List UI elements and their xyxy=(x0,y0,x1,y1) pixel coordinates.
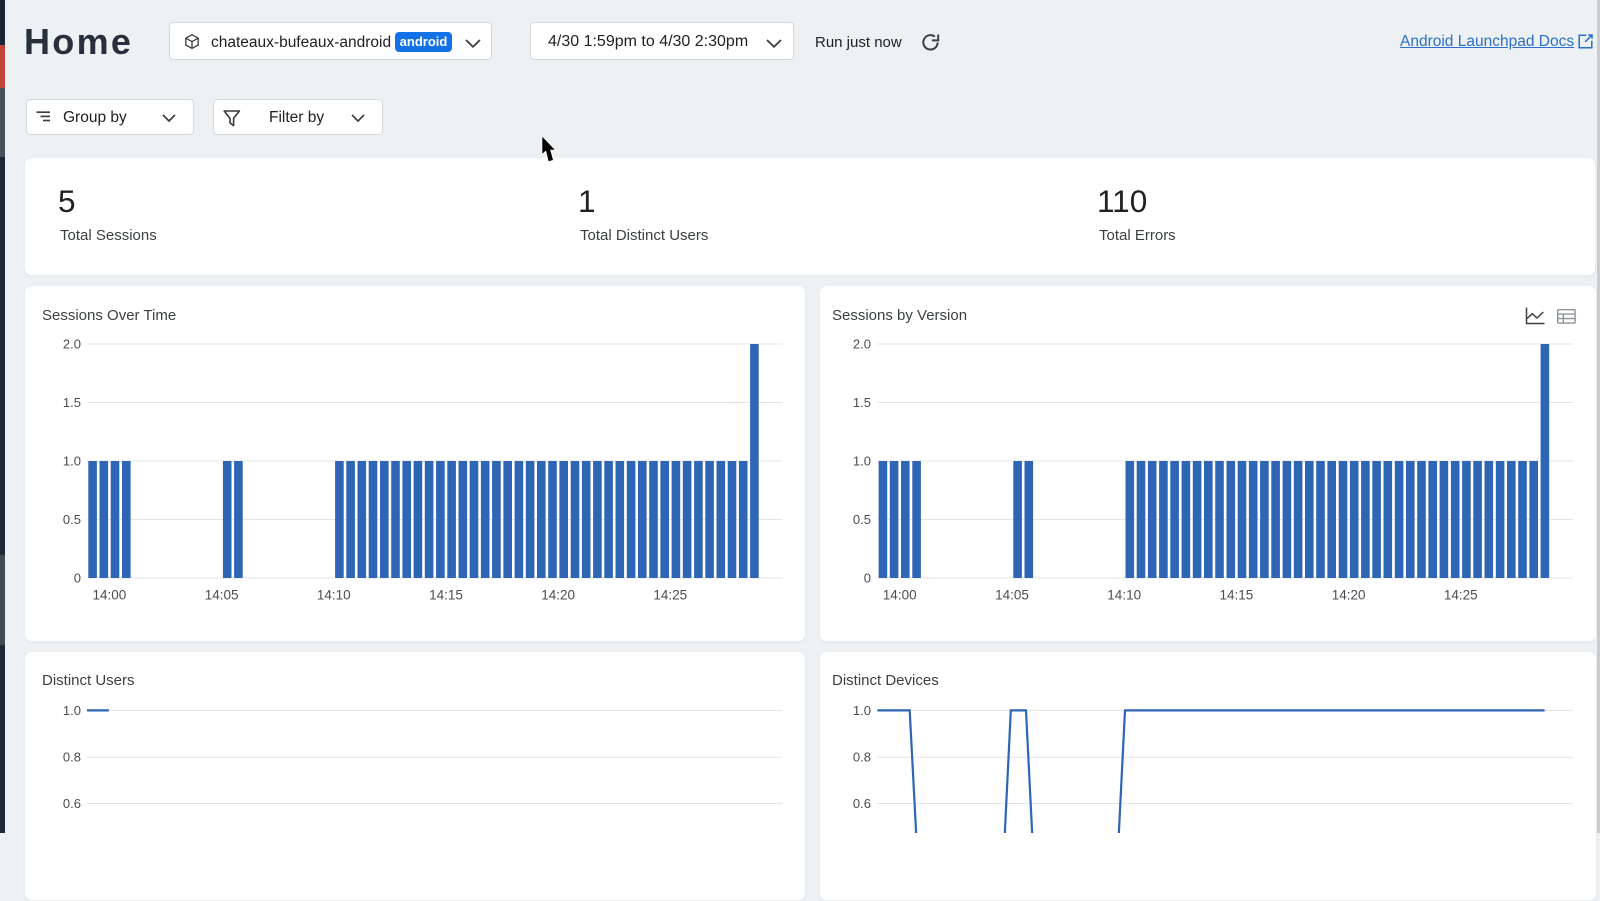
svg-text:0.5: 0.5 xyxy=(853,512,871,527)
svg-text:14:00: 14:00 xyxy=(93,588,127,603)
svg-text:14:15: 14:15 xyxy=(1220,588,1254,603)
svg-text:0: 0 xyxy=(74,571,81,586)
svg-text:14:05: 14:05 xyxy=(995,588,1029,603)
svg-text:2.0: 2.0 xyxy=(853,337,871,352)
svg-text:14:15: 14:15 xyxy=(429,588,463,603)
svg-text:0.8: 0.8 xyxy=(63,750,81,765)
svg-text:0.8: 0.8 xyxy=(853,750,871,765)
svg-text:1.5: 1.5 xyxy=(853,395,871,410)
svg-text:0.6: 0.6 xyxy=(853,796,871,811)
svg-text:1.5: 1.5 xyxy=(63,395,81,410)
svg-text:2.0: 2.0 xyxy=(63,337,81,352)
svg-text:1.0: 1.0 xyxy=(63,454,81,469)
svg-text:1.0: 1.0 xyxy=(853,454,871,469)
svg-text:14:25: 14:25 xyxy=(653,588,687,603)
svg-text:0: 0 xyxy=(864,571,871,586)
svg-text:14:10: 14:10 xyxy=(1107,588,1141,603)
svg-text:14:00: 14:00 xyxy=(883,588,917,603)
svg-text:0.5: 0.5 xyxy=(63,512,81,527)
svg-text:14:05: 14:05 xyxy=(205,588,239,603)
svg-text:0.6: 0.6 xyxy=(63,796,81,811)
svg-text:1.0: 1.0 xyxy=(853,703,871,718)
svg-text:14:25: 14:25 xyxy=(1444,588,1478,603)
svg-text:1.0: 1.0 xyxy=(63,703,81,718)
svg-text:14:20: 14:20 xyxy=(541,588,575,603)
svg-text:14:10: 14:10 xyxy=(317,588,351,603)
svg-text:14:20: 14:20 xyxy=(1332,588,1366,603)
